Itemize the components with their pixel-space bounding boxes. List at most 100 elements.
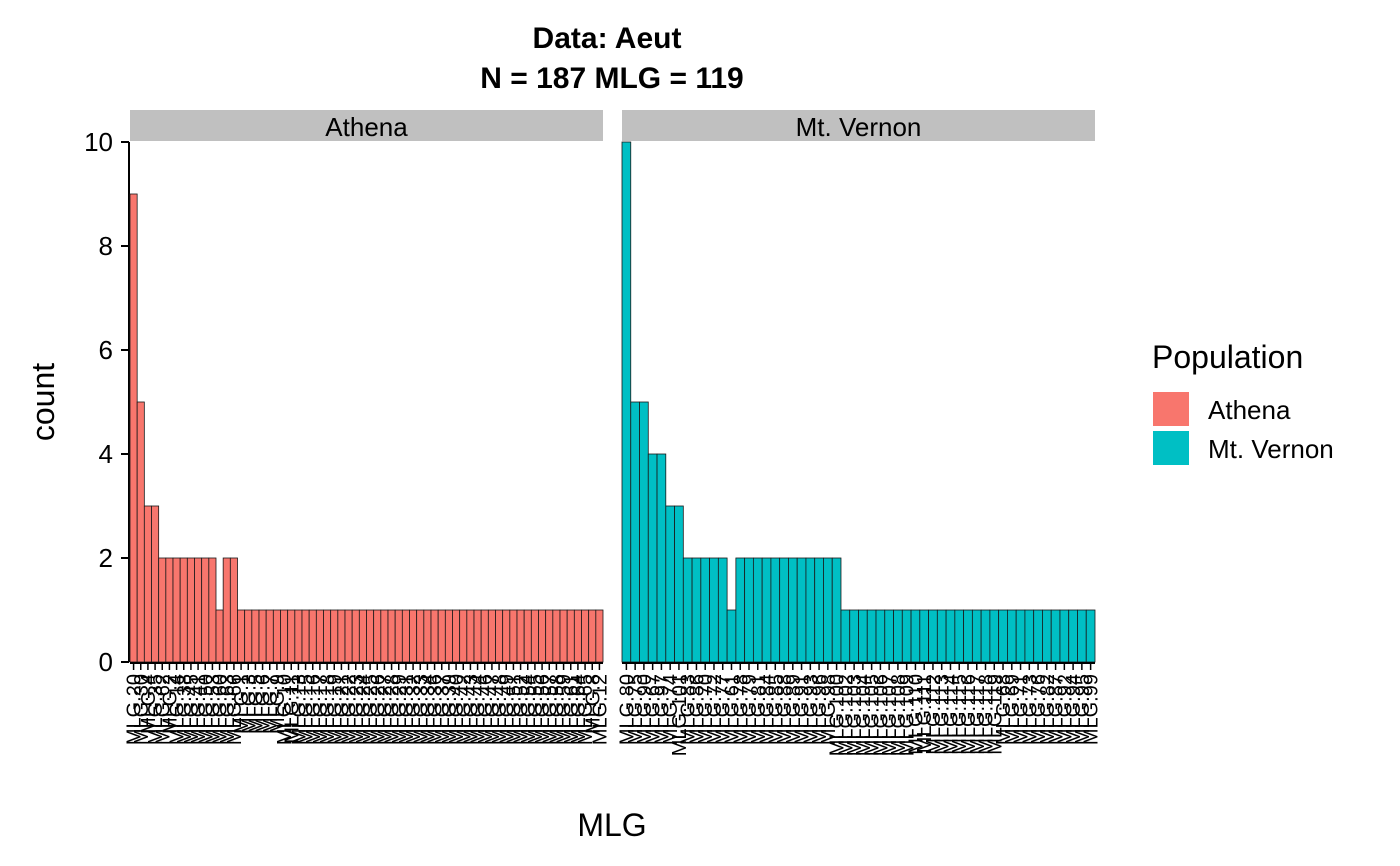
x-tick-label: MLG.112 [923, 674, 945, 755]
x-tick-label: MLG.63 [217, 674, 239, 745]
bar [971, 609, 982, 663]
x-tick-label: MLG.39 [439, 674, 461, 745]
x-tick-label: MLG.1 [231, 674, 253, 734]
legend-label-athena: Athena [1208, 395, 1291, 425]
x-tick-label: MLG.28 [382, 674, 404, 745]
bar [665, 505, 675, 663]
bar [373, 609, 382, 663]
bar [509, 609, 518, 663]
bar [280, 609, 289, 663]
bar [552, 609, 561, 663]
bar [344, 609, 353, 663]
x-tick-label: MLG.59 [554, 674, 576, 745]
x-tick-label: MLG.87 [1046, 674, 1068, 745]
x-tick-label: MLG.18 [317, 674, 339, 745]
bar [901, 609, 912, 663]
x-tick-label: MLG.75 [625, 674, 647, 745]
bar [315, 609, 324, 663]
bar [366, 609, 375, 663]
bar [700, 557, 710, 663]
x-tick-label: MLG.81 [748, 674, 770, 745]
bar [682, 557, 693, 663]
x-tick-label: MLG.37 [432, 674, 454, 745]
bar [358, 609, 367, 663]
bar [630, 401, 640, 663]
bar [849, 609, 859, 663]
bar [272, 609, 281, 663]
x-tick-label: MLG.88 [774, 674, 796, 745]
bar [1042, 609, 1052, 663]
bar [788, 557, 798, 663]
x-tick-label: MLG.64 [568, 674, 590, 745]
bar [287, 609, 296, 663]
x-tick-label: MLG.102 [835, 674, 857, 756]
bar [530, 609, 539, 663]
x-tick-label: MLG.62 [152, 674, 174, 745]
bar [919, 609, 929, 663]
x-tick-label: MLG.93 [800, 674, 822, 745]
bar [709, 557, 719, 663]
facet-strip-label: Mt. Vernon [796, 112, 922, 142]
x-tick-label: MLG.56 [532, 674, 554, 745]
x-tick-label: MLG.2 [159, 674, 181, 734]
x-tick-label: MLG.98 [818, 674, 840, 745]
bar [1059, 609, 1070, 663]
x-tick-label: MLG.77 [713, 674, 735, 745]
bar [480, 609, 489, 663]
bar [1007, 609, 1017, 663]
panel-mt-vernon: Mt. Vernon MLG.80MLG.75MLG.90MLG.67MLG.97… [616, 110, 1103, 756]
bar [647, 453, 658, 663]
x-tick-label: MLG.25 [360, 674, 382, 745]
bar [466, 609, 475, 663]
bar [237, 609, 246, 663]
bar [294, 609, 303, 663]
bar [823, 557, 833, 663]
x-tick-label: MLG.9 [267, 674, 289, 734]
x-tick-label: MLG.54 [518, 674, 540, 745]
x-tick-label: MLG.70 [695, 674, 717, 745]
x-tick-label: MLG.51 [503, 674, 525, 745]
x-tick-label: MLG.65 [575, 674, 597, 745]
bar [717, 557, 728, 663]
facet-strip [622, 110, 1095, 141]
bar [380, 609, 389, 663]
x-tick-label: MLG.100 [827, 674, 849, 756]
x-tick-label: MLG.96 [809, 674, 831, 745]
x-tick-label: MLG.13 [288, 674, 310, 745]
x-tick-label: MLG.110 [905, 674, 927, 755]
x-tick-label: MLG.35 [145, 674, 167, 745]
bar [945, 609, 956, 663]
bar [301, 609, 310, 663]
bar [1033, 609, 1043, 663]
y-tick-label: 0 [99, 647, 113, 677]
bar [172, 557, 181, 663]
x-tick-label: MLG.12 [589, 674, 611, 745]
x-tick-label: MLG.40 [446, 674, 468, 745]
x-tick-label: MLG.38 [174, 674, 196, 745]
x-tick-label: MLG.94 [1063, 674, 1085, 745]
bar [516, 609, 525, 663]
x-tick-label: MLG.76 [1028, 674, 1050, 745]
x-tick-label: MLG.61 [721, 674, 743, 745]
x-tick-label: MLG.21 [331, 674, 353, 745]
bar [770, 557, 781, 663]
x-tick-label: MLG.16 [303, 674, 325, 745]
bar [495, 609, 504, 663]
x-tick-label: MLG.48 [489, 674, 511, 745]
x-tick-label: MLG.108 [888, 674, 910, 756]
x-tick-label: MLG.14 [167, 674, 189, 745]
x-tick-label: MLG.32 [403, 674, 425, 745]
bar [744, 557, 754, 663]
bar [910, 609, 921, 663]
bar [814, 557, 824, 663]
bar [423, 609, 432, 663]
bar [831, 557, 842, 663]
bar [1050, 609, 1061, 663]
bar [998, 609, 1008, 663]
x-tick-label: MLG.82 [1037, 674, 1059, 745]
x-tick-label: MLG.27 [374, 674, 396, 745]
bar [621, 141, 632, 663]
x-tick-label: MLG.31 [396, 674, 418, 745]
bar [928, 609, 938, 663]
bar [186, 557, 195, 663]
